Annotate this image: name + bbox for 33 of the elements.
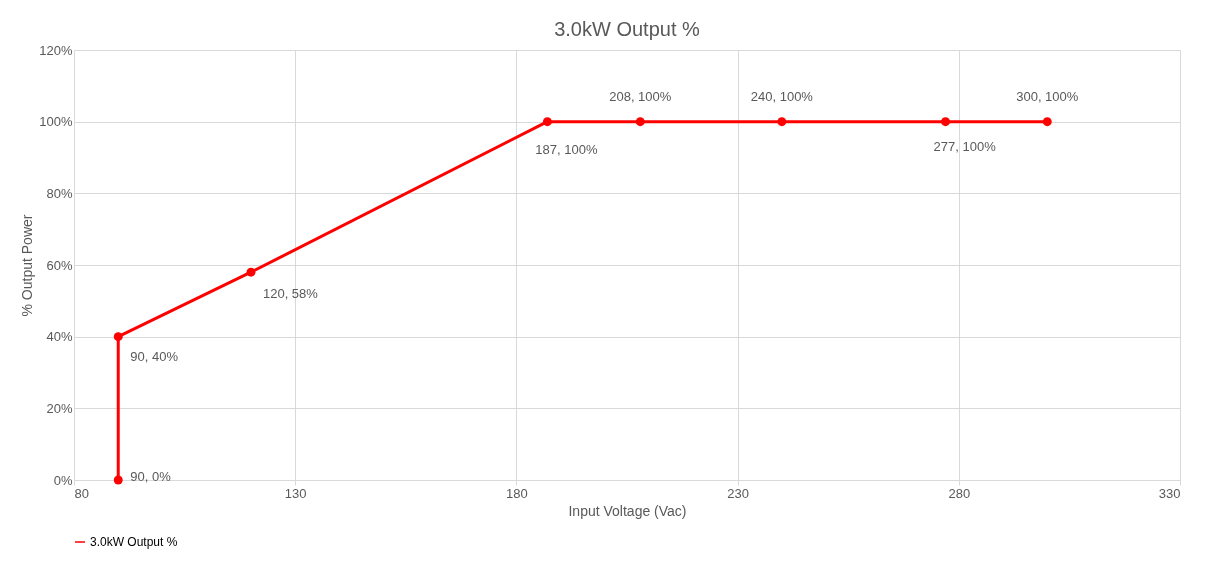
x-tick-label: 80 xyxy=(74,485,89,501)
annotation: 90, 0% xyxy=(130,469,172,484)
point xyxy=(113,475,123,485)
legend-label: 3.0kW Output % xyxy=(90,535,178,549)
annotation: 208, 100% xyxy=(609,88,672,104)
y-tick-label: 0% xyxy=(53,472,73,488)
point xyxy=(635,117,645,127)
point xyxy=(777,117,787,127)
chart-title: 3.0kW Output % xyxy=(554,18,701,40)
annotation: 90, 40% xyxy=(130,348,179,364)
x-tick-label: 130 xyxy=(284,485,307,501)
x-tick-label: 330 xyxy=(1158,485,1181,501)
point xyxy=(246,267,256,277)
x-tick-label: 280 xyxy=(948,485,971,501)
y-axis-title: % Output Power xyxy=(19,214,36,317)
y-tick-label: 60% xyxy=(46,257,73,273)
point xyxy=(113,332,123,342)
annotation: 277, 100% xyxy=(933,138,997,154)
annotation: 120, 58% xyxy=(262,286,319,302)
x-tick-label: 180 xyxy=(506,485,528,501)
y-tick-label: 120% xyxy=(39,42,73,58)
x-axis-title: Input Voltage (Vac) xyxy=(568,502,687,519)
annotation: 300, 100% xyxy=(1016,88,1079,104)
y-tick-label: 80% xyxy=(46,185,73,201)
point xyxy=(542,117,552,127)
y-tick-label: 20% xyxy=(46,400,73,416)
y-tick-label: 100% xyxy=(39,114,73,130)
point xyxy=(1042,117,1052,127)
x-tick-label: 230 xyxy=(727,485,749,501)
annotation: 240, 100% xyxy=(750,88,814,104)
annotation: 187, 100% xyxy=(535,141,598,157)
point xyxy=(941,117,950,127)
y-tick-label: 40% xyxy=(46,329,73,345)
